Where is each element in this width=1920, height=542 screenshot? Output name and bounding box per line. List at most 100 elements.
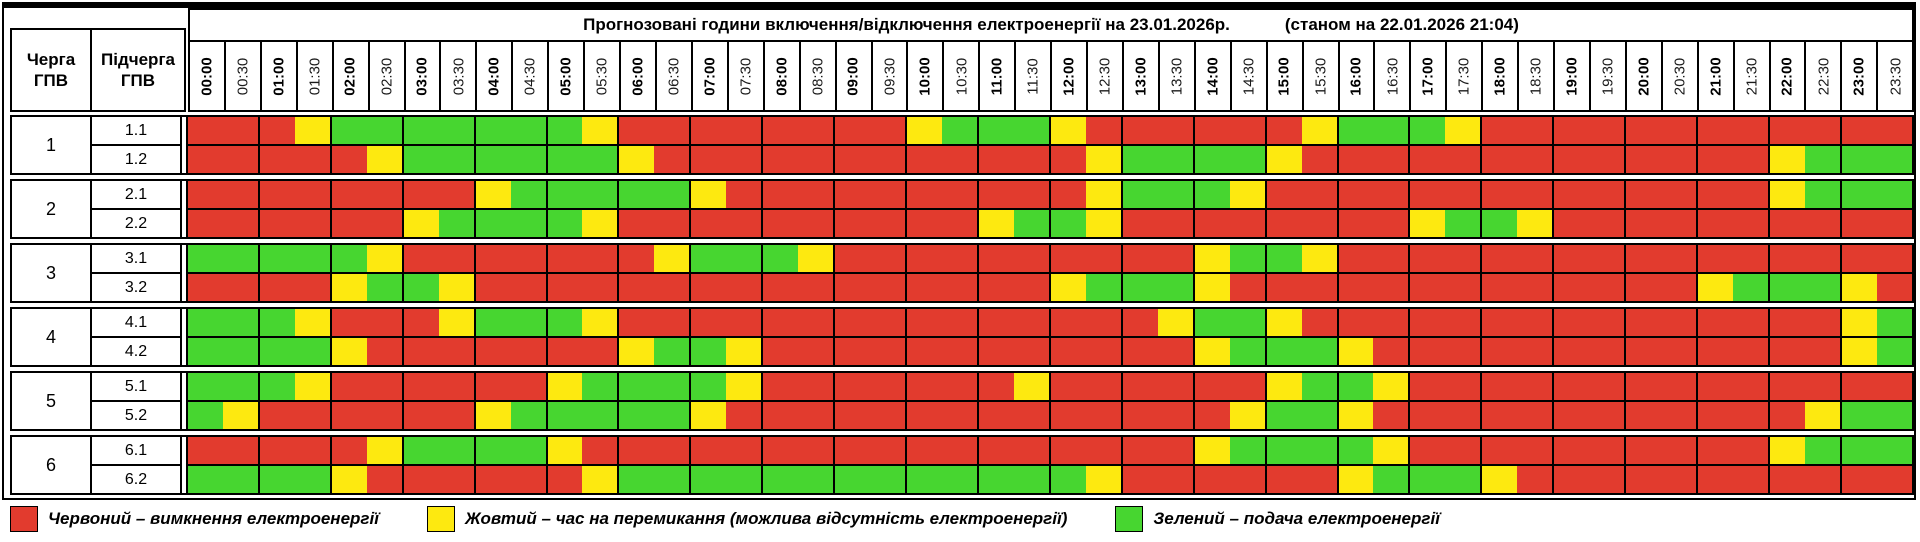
slot-cell bbox=[1624, 466, 1662, 493]
time-label-text: 08:00 bbox=[773, 56, 791, 96]
slot-cell bbox=[689, 245, 727, 272]
slot-cell bbox=[294, 402, 330, 429]
time-label-text: 15:00 bbox=[1276, 56, 1294, 96]
slot-cell bbox=[294, 338, 330, 365]
slot-cell bbox=[329, 466, 367, 493]
legend-item: Жовтий – час на перемикання (можлива від… bbox=[426, 506, 1067, 532]
slot-cell bbox=[1192, 146, 1230, 173]
slot-cell bbox=[1552, 309, 1590, 336]
slot-cell bbox=[1732, 146, 1768, 173]
queue-group: 2 2.1 2.2 bbox=[10, 179, 1914, 239]
slot-cell bbox=[1264, 274, 1302, 301]
time-label-text: 02:30 bbox=[378, 57, 396, 95]
slot-cell bbox=[976, 373, 1014, 400]
slot-cell bbox=[1408, 466, 1446, 493]
slot-cell bbox=[1445, 117, 1481, 144]
slot-cell bbox=[1013, 245, 1049, 272]
slot-cell bbox=[1013, 117, 1049, 144]
slot-cell bbox=[1480, 402, 1518, 429]
slot-cell bbox=[1373, 373, 1409, 400]
slot-cell bbox=[438, 402, 474, 429]
time-label-text: 22:30 bbox=[1814, 57, 1832, 95]
slot-cell bbox=[1301, 373, 1337, 400]
slot-cell bbox=[1264, 402, 1302, 429]
time-label-text: 04:30 bbox=[521, 57, 539, 95]
slot-cell bbox=[1732, 437, 1768, 464]
slot-cell bbox=[1661, 437, 1697, 464]
slot-cell bbox=[1408, 309, 1446, 336]
slot-cell bbox=[942, 338, 977, 365]
slot-cell bbox=[617, 245, 655, 272]
time-labels: 00:00 00:30 01:00 01:30 02:00 02:30 03:00 03:30… bbox=[190, 42, 1912, 110]
slot-cell bbox=[366, 338, 402, 365]
slot-cell bbox=[1732, 309, 1768, 336]
schedule-row bbox=[188, 245, 1912, 272]
slot-cell bbox=[761, 373, 799, 400]
slot-cell bbox=[510, 338, 546, 365]
slot-cell bbox=[188, 338, 223, 365]
slot-cell bbox=[294, 437, 330, 464]
slot-cell bbox=[1517, 181, 1553, 208]
slot-cell bbox=[1157, 274, 1193, 301]
subqueue-labels: 1.1 1.2 bbox=[92, 117, 182, 173]
slot-cell bbox=[726, 117, 762, 144]
subqueue-label: 2.2 bbox=[92, 208, 180, 237]
slot-cell bbox=[761, 274, 799, 301]
rows-area bbox=[186, 309, 1912, 365]
slot-cell bbox=[1804, 402, 1840, 429]
slot-cell bbox=[654, 274, 690, 301]
slot-cell bbox=[1301, 210, 1337, 237]
slot-cell bbox=[1192, 117, 1230, 144]
slot-cell bbox=[1445, 402, 1481, 429]
slot-cell bbox=[1264, 309, 1302, 336]
slot-cell bbox=[1301, 402, 1337, 429]
slot-cell bbox=[1589, 338, 1625, 365]
time-label: 21:00 bbox=[1696, 42, 1733, 110]
slot-cell bbox=[726, 402, 762, 429]
slot-cell bbox=[1301, 181, 1337, 208]
slot-cell bbox=[870, 146, 906, 173]
slot-cell bbox=[510, 437, 546, 464]
slot-cell bbox=[1661, 245, 1697, 272]
slot-cell bbox=[1589, 274, 1625, 301]
slot-cell bbox=[401, 437, 439, 464]
slot-cell bbox=[1336, 245, 1374, 272]
slot-cell bbox=[1048, 245, 1086, 272]
slot-cell bbox=[1804, 245, 1840, 272]
time-label: 12:30 bbox=[1086, 42, 1122, 110]
slot-cell bbox=[1301, 437, 1337, 464]
slot-cell bbox=[294, 274, 330, 301]
time-label-text: 14:00 bbox=[1204, 56, 1222, 96]
slot-cell bbox=[1876, 274, 1912, 301]
slot-cell bbox=[1048, 117, 1086, 144]
slot-cell bbox=[1480, 146, 1518, 173]
slot-cell bbox=[1661, 146, 1697, 173]
slot-cell bbox=[617, 146, 655, 173]
schedule-title-status: (станом на 22.01.2026 21:04) bbox=[1284, 15, 1519, 34]
slot-cell bbox=[905, 117, 943, 144]
time-label-text: 17:30 bbox=[1455, 57, 1473, 95]
slot-cell bbox=[1767, 245, 1805, 272]
slot-cell bbox=[329, 245, 367, 272]
time-label-text: 11:00 bbox=[988, 57, 1006, 95]
slot-cell bbox=[1839, 245, 1877, 272]
slot-cell bbox=[222, 274, 258, 301]
legend-label: Червоний – вимкнення електроенергії bbox=[48, 509, 379, 528]
slot-cell bbox=[905, 437, 943, 464]
slot-cell bbox=[582, 245, 618, 272]
slot-cell bbox=[1085, 466, 1121, 493]
slot-cell bbox=[761, 146, 799, 173]
slot-cell bbox=[473, 437, 511, 464]
slot-cell bbox=[1085, 338, 1121, 365]
slot-cell bbox=[257, 117, 295, 144]
slot-cell bbox=[582, 117, 618, 144]
slot-cell bbox=[1085, 373, 1121, 400]
slot-cell bbox=[1373, 338, 1409, 365]
slot-cell bbox=[870, 402, 906, 429]
subqueue-label: 1.1 bbox=[124, 121, 148, 139]
slot-cell bbox=[1804, 466, 1840, 493]
slot-cell bbox=[1839, 466, 1877, 493]
slot-cell bbox=[545, 437, 583, 464]
slot-cell bbox=[1732, 466, 1768, 493]
slot-cell bbox=[1624, 437, 1662, 464]
